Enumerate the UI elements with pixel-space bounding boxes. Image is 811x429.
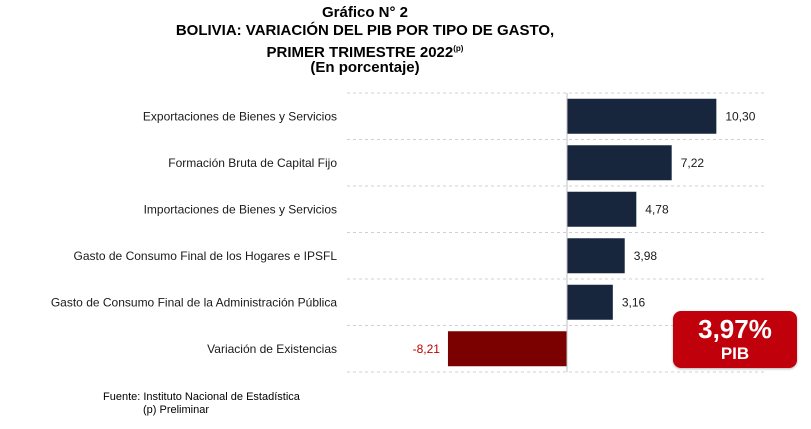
category-label: Exportaciones de Bienes y Servicios [143,109,337,123]
category-label: Gasto de Consumo Final de la Administrac… [51,295,337,309]
bar [447,331,567,367]
category-label: Gasto de Consumo Final de los Hogares e … [74,249,338,263]
chart-title-period: PRIMER TRIMESTRE 2022(p) [0,40,730,61]
data-label: 10,30 [725,109,755,123]
chart-title-sup: (p) [453,44,464,53]
pib-badge-label: PIB [720,344,750,363]
bar [567,284,613,320]
bar [567,238,625,274]
source-note: Fuente: Instituto Nacional de Estadístic… [103,391,300,403]
chart-subtitle: (En porcentaje) [310,59,420,76]
chart-title-number: Gráfico N° 2 [321,4,409,21]
data-label: 4,78 [645,202,669,216]
category-label: Formación Bruta de Capital Fijo [168,156,337,170]
data-label: -8,21 [413,342,441,356]
pib-badge-value: 3,97% [698,314,772,344]
bar [567,191,637,227]
chart-title-period-text: PRIMER TRIMESTRE 2022 [266,44,454,61]
data-label: 3,98 [634,249,658,263]
category-label: Importaciones de Bienes y Servicios [144,202,337,216]
data-label: 3,16 [622,295,646,309]
bar [567,98,717,134]
data-label: 7,22 [681,156,705,170]
chart-title-main: BOLIVIA: VARIACIÓN DEL PIB POR TIPO DE G… [175,22,555,39]
preliminary-note: (p) Preliminar [143,404,210,416]
pib-badge: 3,97% PIB [673,311,797,368]
category-label: Variación de Existencias [207,342,337,356]
bar [567,145,672,181]
